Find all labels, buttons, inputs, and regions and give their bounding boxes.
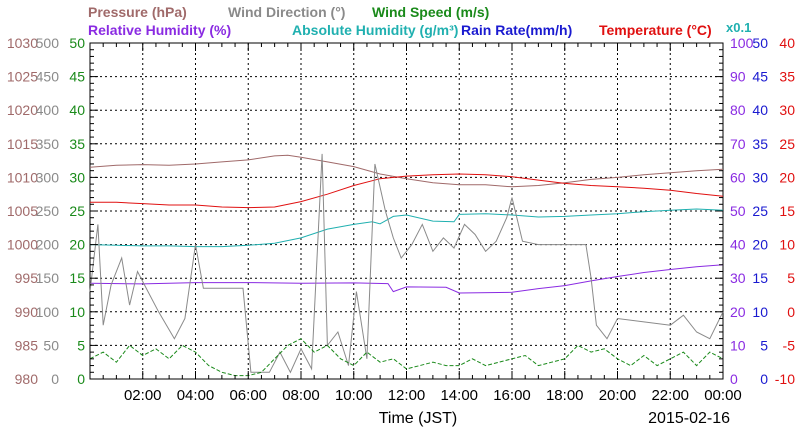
x-tick-label: 20:00: [599, 387, 637, 404]
series-layer: [89, 153, 724, 377]
grid-lines: [90, 43, 723, 379]
series-line-1: [90, 173, 724, 209]
temperature-tick-label: 5: [787, 270, 795, 286]
wind-speed-tick-label: 30: [69, 169, 85, 185]
temperature-tick-label: 35: [779, 69, 795, 85]
wind-direction-tick-label: 0: [51, 371, 59, 387]
wind-direction-tick-label: 100: [36, 304, 60, 320]
wind-direction-tick-label: 300: [36, 169, 60, 185]
pressure-tick-label: 1025: [7, 69, 38, 85]
x-tick-label: 18:00: [546, 387, 584, 404]
x-axis-label: Time (JST): [379, 410, 458, 427]
rain-rate-tick-label: 15: [752, 270, 768, 286]
pressure-tick-label: 1030: [7, 35, 38, 51]
temperature-tick-label: -5: [783, 337, 796, 353]
temperature-tick-label: 30: [779, 102, 795, 118]
legend-item: Relative Humidity (%): [88, 22, 231, 38]
series-line-3: [89, 264, 724, 294]
legend-item: Rain Rate(mm/h): [461, 22, 572, 38]
wind-speed-tick-label: 25: [69, 203, 85, 219]
temperature-tick-label: 10: [779, 237, 795, 253]
temperature-tick-label: 40: [779, 35, 795, 51]
wind-direction-tick-label: 200: [36, 237, 60, 253]
wind-speed-tick-label: 0: [77, 371, 85, 387]
wind-speed-tick-label: 40: [69, 102, 85, 118]
x-tick-label: 04:00: [177, 387, 215, 404]
rain-rate-tick-label: 50: [752, 35, 768, 51]
rain-rate-tick-label: 5: [760, 337, 768, 353]
wind-direction-tick-label: 150: [36, 270, 60, 286]
wind-speed-tick-label: 45: [69, 69, 85, 85]
pressure-tick-label: 1010: [7, 169, 38, 185]
wind-speed-tick-label: 50: [69, 35, 85, 51]
rain-rate-tick-label: 25: [752, 203, 768, 219]
x-tick-label: 06:00: [229, 387, 267, 404]
legend-item: Wind Speed (m/s): [372, 4, 489, 20]
temperature-tick-label: 15: [779, 203, 795, 219]
rain-rate-tick-label: 35: [752, 136, 768, 152]
legend: Pressure (hPa) Wind Direction (°) Wind Spe…: [88, 4, 712, 38]
humidity-tick-label: 90: [730, 69, 746, 85]
wind-speed-tick-label: 10: [69, 304, 85, 320]
wind-direction-tick-label: 50: [43, 337, 59, 353]
legend-item: Wind Direction (°): [228, 4, 345, 20]
rain-rate-tick-label: 40: [752, 102, 768, 118]
pressure-tick-label: 1015: [7, 136, 38, 152]
x-tick-label: 16:00: [493, 387, 531, 404]
pressure-tick-label: 1000: [7, 237, 38, 253]
abs-humidity-scale: x0.1: [726, 20, 751, 35]
temperature-tick-label: 0: [787, 304, 795, 320]
legend-item: Absolute Humidity (g/m³): [292, 22, 458, 38]
series-line-2: [89, 208, 724, 248]
axes-layer: 02:00 04:00 06:00 08:00 10:00 12:00 14:00 16:00…: [7, 35, 795, 404]
rain-rate-tick-label: 30: [752, 169, 768, 185]
humidity-tick-label: 10: [730, 337, 746, 353]
wind-direction-tick-label: 450: [36, 69, 60, 85]
wind-speed-tick-label: 20: [69, 237, 85, 253]
legend-item: Temperature (°C): [599, 22, 712, 38]
rain-rate-tick-label: 0: [760, 371, 768, 387]
wind-direction-tick-label: 250: [36, 203, 60, 219]
humidity-tick-label: 40: [730, 237, 746, 253]
pressure-tick-label: 1020: [7, 102, 38, 118]
wind-direction-tick-label: 400: [36, 102, 60, 118]
pressure-tick-label: 985: [15, 337, 39, 353]
temperature-tick-label: 25: [779, 136, 795, 152]
humidity-tick-label: 0: [730, 371, 738, 387]
date-label: 2015-02-16: [648, 410, 730, 427]
humidity-tick-label: 60: [730, 169, 746, 185]
rain-rate-tick-label: 20: [752, 237, 768, 253]
x-tick-label: 08:00: [282, 387, 320, 404]
humidity-tick-label: 70: [730, 136, 746, 152]
legend-item: Pressure (hPa): [88, 4, 187, 20]
series-line-0: [89, 154, 724, 188]
x-tick-label: 12:00: [388, 387, 426, 404]
x-tick-label: 14:00: [440, 387, 478, 404]
wind-direction-tick-label: 350: [36, 136, 60, 152]
humidity-tick-label: 50: [730, 203, 746, 219]
humidity-tick-label: 80: [730, 102, 746, 118]
pressure-tick-label: 990: [15, 304, 39, 320]
wind-speed-tick-label: 35: [69, 136, 85, 152]
temperature-tick-label: -10: [775, 371, 795, 387]
wind-direction-tick-label: 500: [36, 35, 60, 51]
series-line-4: [89, 153, 724, 374]
pressure-tick-label: 980: [15, 371, 39, 387]
x-tick-label: 22:00: [651, 387, 689, 404]
pressure-tick-label: 995: [15, 270, 39, 286]
pressure-tick-label: 1005: [7, 203, 38, 219]
rain-rate-tick-label: 45: [752, 69, 768, 85]
rain-rate-tick-label: 10: [752, 304, 768, 320]
x-tick-label: 02:00: [124, 387, 162, 404]
x-tick-label: 00:00: [704, 387, 742, 404]
wind-speed-tick-label: 15: [69, 270, 85, 286]
wind-speed-tick-label: 5: [77, 337, 85, 353]
humidity-tick-label: 20: [730, 304, 746, 320]
humidity-tick-label: 30: [730, 270, 746, 286]
humidity-tick-label: 100: [730, 35, 754, 51]
temperature-tick-label: 20: [779, 169, 795, 185]
series-line-5: [89, 338, 724, 377]
x-tick-label: 10:00: [335, 387, 373, 404]
